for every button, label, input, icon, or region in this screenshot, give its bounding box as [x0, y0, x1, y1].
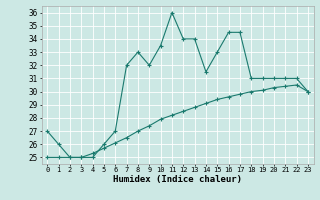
X-axis label: Humidex (Indice chaleur): Humidex (Indice chaleur) — [113, 175, 242, 184]
